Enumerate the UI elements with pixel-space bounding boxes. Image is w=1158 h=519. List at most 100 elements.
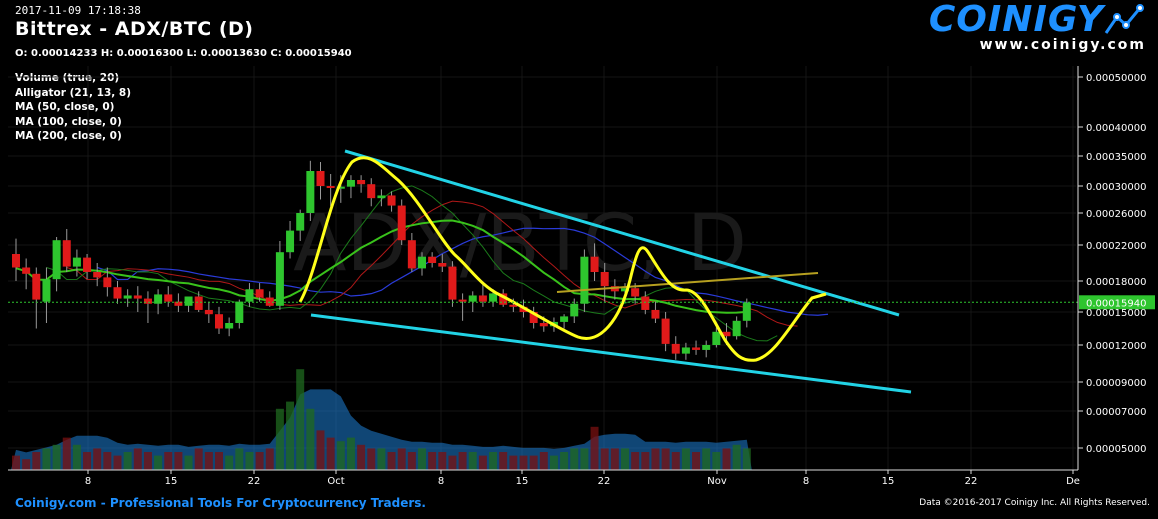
last-price-label: 0.00015940 (1086, 298, 1146, 309)
volume-bar (235, 448, 244, 470)
indicator-ma50[interactable]: MA (50, close, 0) (15, 101, 115, 114)
volume-bar (22, 459, 31, 470)
volume-layer (11, 369, 752, 470)
x-tick-label: 15 (165, 476, 178, 487)
candle-body (12, 254, 20, 268)
candle-body (499, 293, 508, 305)
candle-body (529, 312, 538, 323)
candle-body (62, 240, 71, 267)
annotations: 0.00015940 (8, 149, 1155, 394)
candle-body (42, 279, 51, 302)
volume-bar (468, 452, 477, 470)
volume-bar (367, 448, 376, 470)
candle-body (560, 316, 569, 322)
candle-body (336, 186, 345, 189)
volume-bar (255, 452, 264, 470)
volume-bar (570, 448, 579, 470)
volume-bar (113, 455, 122, 470)
volume-bar (326, 437, 335, 470)
volume-bar (103, 452, 112, 470)
volume-bar (204, 452, 213, 470)
chart-timestamp: 2017-11-09 17:18:38 (15, 4, 141, 17)
volume-bar (306, 408, 315, 470)
volume-bar (154, 455, 163, 470)
alligator-jaw-line (97, 227, 829, 316)
indicator-alligator[interactable]: Alligator (21, 13, 8) (15, 86, 132, 99)
volume-bar (377, 448, 386, 470)
candle-body (377, 195, 386, 199)
footer-tagline[interactable]: Coinigy.com - Professional Tools For Cry… (15, 496, 426, 510)
volume-bar (12, 455, 20, 470)
volume-bar (357, 444, 366, 470)
x-tick-label: 22 (965, 476, 978, 487)
y-tick-label: 0.00026000 (1086, 209, 1146, 220)
candle-body (72, 257, 81, 267)
y-tick-label: 0.00012000 (1086, 341, 1146, 352)
coinigy-logo: COINIGY www.coinigy.com (929, 0, 1146, 52)
volume-bar (702, 448, 711, 470)
volume-bar (692, 452, 701, 470)
volume-bar (681, 448, 690, 470)
last-price-badge (1079, 295, 1155, 310)
volume-bar (631, 452, 640, 470)
candle-body (438, 263, 447, 267)
volume-bar (458, 452, 467, 470)
x-tick-label: De (1066, 476, 1080, 487)
x-tick-label: Nov (707, 476, 727, 487)
volume-bar (42, 448, 51, 470)
candle-body (702, 345, 711, 350)
volume-bar (478, 455, 487, 470)
x-tick-label: 15 (882, 476, 895, 487)
axes: 0.00050000 0.00040000 0.00035000 0.00030000… (8, 66, 1146, 487)
candles (12, 160, 751, 360)
y-tick-label: 0.00007000 (1086, 407, 1146, 418)
ma200-line (556, 272, 819, 293)
candle-body (316, 171, 325, 186)
volume-bar (509, 455, 518, 470)
candle-body (215, 314, 223, 329)
candle-body (143, 298, 152, 304)
candle-body (204, 309, 213, 315)
ohlc-readout: O: 0.00014233 H: 0.00016300 L: 0.0001363… (15, 48, 352, 59)
candle-body (346, 180, 355, 187)
y-tick-label: 0.00035000 (1086, 152, 1146, 163)
x-tick-label: Oct (327, 476, 344, 487)
indicator-volume[interactable]: Volume (true, 20) (15, 72, 120, 84)
candle-body (742, 302, 751, 321)
candle-body (357, 180, 366, 185)
pair-title: Bittrex - ADX/BTC (D) (15, 18, 254, 40)
candle-body (326, 186, 335, 189)
volume-bar (438, 452, 447, 470)
candle-body (621, 288, 629, 292)
candle-body (539, 323, 548, 327)
volume-bar (245, 452, 254, 470)
candle-body (296, 213, 305, 231)
volume-bar (316, 430, 325, 470)
candle-body (93, 272, 102, 278)
y-tick-label: 0.00050000 (1086, 73, 1146, 84)
candle-body (732, 320, 741, 337)
candle-body (468, 295, 477, 302)
volume-bar (418, 448, 426, 470)
volume-bar (215, 452, 223, 470)
volume-bar (346, 437, 355, 470)
volume-bar (489, 452, 498, 470)
candle-body (286, 230, 295, 253)
candle-body (225, 323, 234, 329)
volume-bar (549, 455, 558, 470)
x-tick-label: 15 (516, 476, 529, 487)
volume-bar (732, 444, 741, 470)
indicator-ma100[interactable]: MA (100, close, 0) (15, 115, 122, 128)
volume-bar (539, 452, 548, 470)
volume-bar (529, 455, 538, 470)
candle-body (681, 347, 690, 354)
candle-body (712, 331, 721, 345)
volume-bar (174, 452, 183, 470)
candle-body (164, 294, 173, 302)
y-tick-label: 0.00009000 (1086, 378, 1146, 389)
indicator-ma200[interactable]: MA (200, close, 0) (15, 130, 122, 143)
volume-bar (164, 452, 173, 470)
volume-bar (194, 448, 203, 470)
volume-bar (336, 441, 345, 470)
